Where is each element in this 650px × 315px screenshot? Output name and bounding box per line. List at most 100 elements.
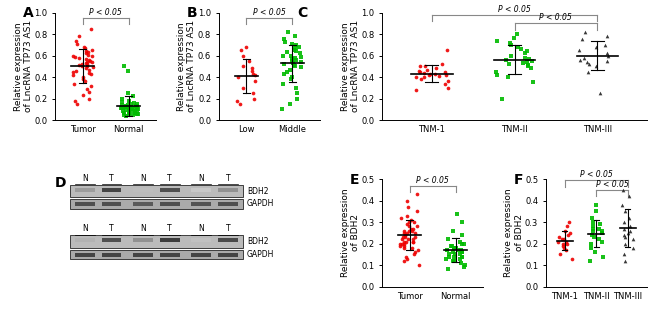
- Point: [554, 235, 564, 240]
- Point: [77, 75, 88, 80]
- Point: [81, 49, 91, 54]
- Point: [285, 101, 296, 106]
- Point: [447, 243, 458, 248]
- Text: F: F: [514, 173, 523, 187]
- Point: [624, 215, 634, 220]
- Text: T: T: [226, 174, 230, 183]
- Point: [443, 237, 453, 242]
- Point: [132, 101, 142, 106]
- Point: [419, 70, 430, 75]
- Text: BDH2: BDH2: [247, 186, 268, 196]
- Point: [82, 60, 92, 65]
- Point: [506, 53, 516, 58]
- Point: [71, 68, 81, 73]
- Point: [590, 64, 601, 69]
- Point: [400, 232, 410, 238]
- Point: [416, 77, 426, 82]
- Point: [132, 111, 142, 116]
- Point: [582, 60, 592, 65]
- Point: [406, 226, 416, 231]
- Point: [430, 71, 440, 76]
- Y-axis label: Relative expression
of BDH2: Relative expression of BDH2: [504, 189, 523, 277]
- Point: [291, 57, 301, 62]
- Text: T: T: [167, 174, 172, 183]
- Text: N: N: [198, 225, 204, 233]
- Bar: [75, 238, 95, 242]
- Point: [247, 68, 257, 73]
- Point: [441, 72, 451, 77]
- Point: [527, 80, 538, 85]
- Point: [78, 77, 88, 82]
- Point: [398, 258, 409, 263]
- Point: [561, 248, 571, 253]
- Point: [444, 254, 454, 259]
- Point: [444, 252, 454, 257]
- Point: [84, 96, 94, 101]
- Point: [117, 106, 127, 111]
- Point: [129, 110, 140, 115]
- Bar: [133, 238, 153, 242]
- Text: N: N: [140, 225, 146, 233]
- Point: [290, 55, 300, 60]
- Point: [87, 48, 98, 53]
- Point: [407, 245, 417, 250]
- Point: [406, 217, 416, 222]
- Point: [117, 99, 127, 104]
- Y-axis label: Relative expression
of BDH2: Relative expression of BDH2: [341, 189, 360, 277]
- Point: [447, 228, 458, 233]
- Point: [419, 75, 429, 80]
- Point: [403, 205, 413, 210]
- Point: [121, 105, 131, 110]
- Bar: [218, 202, 238, 206]
- Point: [460, 263, 470, 268]
- Point: [411, 224, 422, 229]
- Point: [588, 224, 599, 229]
- Point: [120, 105, 130, 110]
- Point: [456, 232, 467, 238]
- Point: [124, 108, 134, 113]
- Point: [241, 44, 252, 49]
- Point: [68, 81, 79, 86]
- Y-axis label: Relative expression
of LncRNA TP73 AS1: Relative expression of LncRNA TP73 AS1: [177, 20, 196, 112]
- Point: [562, 241, 573, 246]
- Point: [401, 254, 411, 259]
- Text: D: D: [55, 176, 66, 190]
- Bar: [160, 202, 179, 206]
- Point: [291, 42, 301, 47]
- Point: [282, 69, 293, 74]
- Point: [414, 68, 424, 73]
- Bar: [101, 238, 122, 242]
- Point: [456, 248, 466, 253]
- Point: [585, 258, 595, 263]
- Point: [455, 239, 465, 244]
- Point: [624, 194, 634, 199]
- Text: A: A: [23, 6, 34, 20]
- Point: [88, 65, 98, 70]
- Point: [132, 104, 142, 109]
- Point: [452, 248, 463, 253]
- Point: [562, 224, 573, 229]
- Point: [408, 226, 418, 231]
- Point: [455, 252, 465, 257]
- Point: [232, 98, 242, 103]
- Point: [597, 230, 607, 235]
- Point: [398, 230, 409, 235]
- Point: [574, 48, 584, 53]
- Point: [278, 81, 288, 86]
- Point: [492, 72, 502, 77]
- Point: [70, 54, 80, 59]
- Point: [413, 263, 424, 268]
- Point: [591, 44, 601, 49]
- Point: [296, 54, 307, 59]
- Text: P < 0.05: P < 0.05: [540, 13, 572, 22]
- Point: [121, 113, 131, 118]
- Text: N: N: [198, 174, 204, 183]
- Point: [287, 59, 297, 64]
- Point: [398, 235, 408, 240]
- Point: [452, 211, 462, 216]
- Bar: [101, 188, 122, 192]
- Point: [526, 66, 536, 71]
- Point: [291, 49, 302, 54]
- Bar: [218, 238, 238, 242]
- Point: [422, 67, 432, 72]
